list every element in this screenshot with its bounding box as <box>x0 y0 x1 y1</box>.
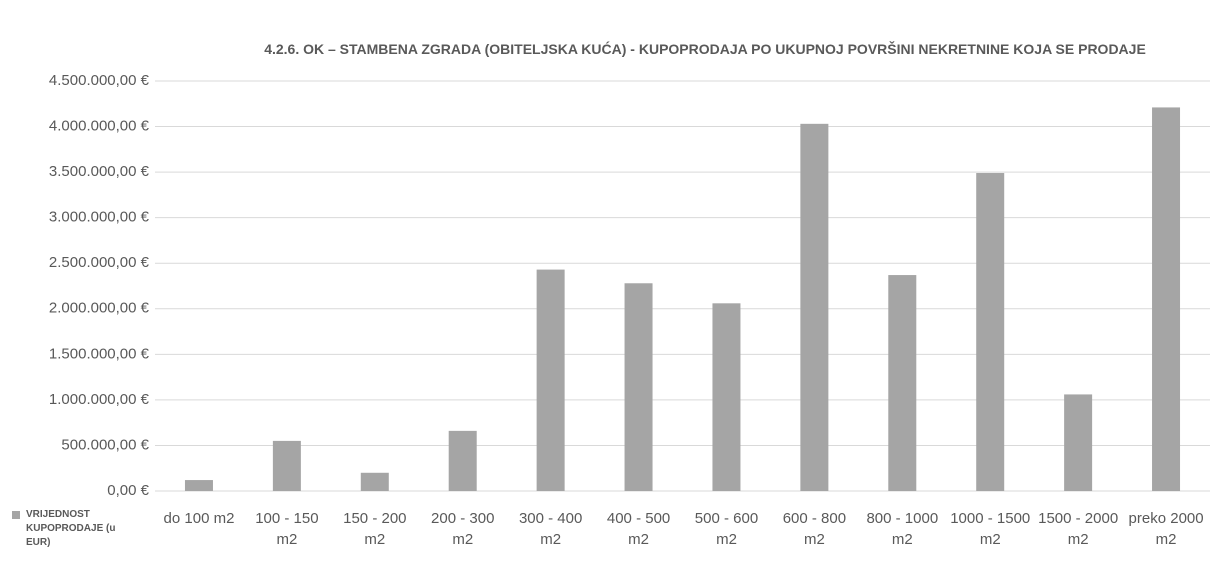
y-tick-label: 3.500.000,00 € <box>49 163 150 180</box>
y-tick-label: 4.000.000,00 € <box>49 118 150 135</box>
x-tick-label: 150 - 200 m2 <box>343 510 407 548</box>
bar <box>272 440 301 491</box>
x-tick-label: 200 - 300 m2 <box>431 510 495 548</box>
x-tick-label: 500 - 600 m2 <box>694 510 759 548</box>
y-tick-label: 3.000.000,00 € <box>49 209 150 226</box>
chart-title: 4.2.6. OK – STAMBENA ZGRADA (OBITELJSKA … <box>264 41 1146 57</box>
y-tick-label: 1.000.000,00 € <box>49 391 150 408</box>
legend-label: VRIJEDNOST KUPOPRODAJE (u EUR) <box>26 509 116 548</box>
bar <box>1152 107 1181 491</box>
legend: VRIJEDNOST KUPOPRODAJE (u EUR) <box>12 508 146 550</box>
bar <box>184 480 213 491</box>
x-tick-label: 300 - 400 m2 <box>518 510 583 548</box>
x-tick-label: 100 - 150 m2 <box>255 510 319 548</box>
x-tick-label: 1000 - 1500 m2 <box>950 510 1031 548</box>
x-tick-label: preko 2000 m2 <box>1128 510 1204 548</box>
x-tick-label: do 100 m2 <box>163 510 235 527</box>
y-tick-label: 500.000,00 € <box>61 436 149 453</box>
bar <box>536 269 565 491</box>
x-tick-label: 600 - 800 m2 <box>782 510 847 548</box>
x-tick-label: 800 - 1000 m2 <box>866 510 939 548</box>
y-tick-label: 1.500.000,00 € <box>49 345 150 362</box>
bar <box>976 173 1005 491</box>
bar <box>1064 394 1093 491</box>
x-tick-label: 1500 - 2000 m2 <box>1038 510 1119 548</box>
x-tick-label: 400 - 500 m2 <box>606 510 671 548</box>
bar <box>800 123 829 492</box>
bar <box>360 472 389 491</box>
y-tick-label: 2.500.000,00 € <box>49 254 150 271</box>
legend-swatch <box>12 511 20 519</box>
bar <box>448 430 477 491</box>
y-tick-label: 2.000.000,00 € <box>49 300 150 317</box>
bar <box>888 275 917 491</box>
bar <box>624 283 653 491</box>
y-tick-label: 0,00 € <box>107 482 149 499</box>
y-tick-label: 4.500.000,00 € <box>49 72 150 89</box>
bar <box>712 303 741 491</box>
